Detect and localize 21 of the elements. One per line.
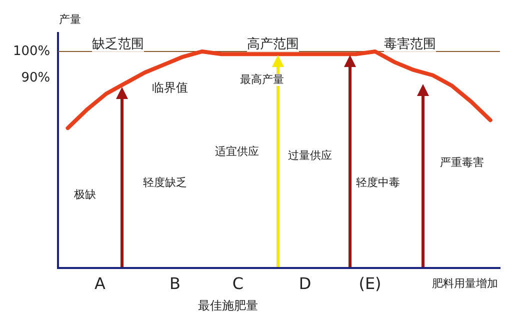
text: (E) [358, 274, 382, 294]
annotation: 适宜供应 [215, 144, 259, 158]
y-axis-title: 产量 [59, 12, 81, 26]
text: A [94, 274, 106, 294]
text: B [170, 274, 180, 294]
annotation: 过量供应 [288, 148, 332, 162]
annotation: 临界值 [152, 80, 188, 95]
annotation: 高产范围 [247, 36, 299, 52]
annotation: 轻度缺乏 [143, 176, 187, 190]
text: D [298, 274, 312, 294]
text: C [232, 274, 244, 294]
y-tick-label: 90% [21, 70, 50, 86]
annotation: 严重毒害 [440, 156, 484, 170]
y-tick-label: 100% [12, 44, 50, 59]
annotation: 最高产量 [240, 72, 284, 86]
annotation: 缺乏范围 [92, 36, 144, 52]
text: 肥料用量增加 [432, 276, 498, 290]
annotation: 极缺 [74, 188, 96, 202]
annotation: 毒害范围 [384, 36, 436, 52]
x-axis-title: 最佳施肥量 [198, 298, 258, 313]
annotation: 轻度中毒 [356, 176, 400, 190]
